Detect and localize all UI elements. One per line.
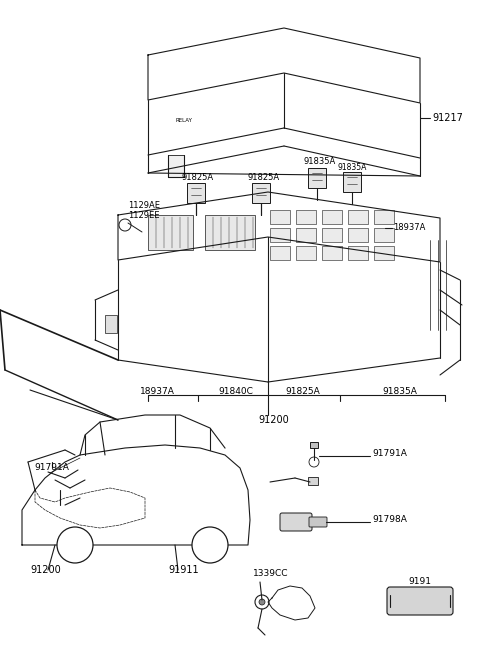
Text: 18937A: 18937A [393,223,425,233]
Circle shape [255,595,269,609]
Text: RELAY: RELAY [175,118,192,122]
Text: 91798A: 91798A [372,516,407,524]
Text: 1129AE: 1129AE [128,200,160,210]
Circle shape [192,527,228,563]
Bar [343,172,361,192]
Text: 9191: 9191 [408,578,431,587]
Bar [252,183,270,203]
Bar [148,215,193,250]
Bar [308,477,318,485]
Bar [270,210,290,224]
Circle shape [68,538,82,552]
Bar [296,246,316,260]
Circle shape [309,457,319,467]
Bar [168,155,184,177]
Text: 91835A: 91835A [338,162,367,171]
Bar [310,442,318,448]
Bar [348,228,368,242]
Bar [374,228,394,242]
Bar [270,246,290,260]
Text: 18937A: 18937A [140,386,175,396]
Text: 91217: 91217 [432,113,463,123]
Bar [270,228,290,242]
Circle shape [119,219,131,231]
Text: 91840C: 91840C [218,386,253,396]
Text: 91911: 91911 [168,565,199,575]
Text: 91791A: 91791A [372,449,407,457]
Circle shape [203,538,217,552]
Text: 91200: 91200 [30,565,61,575]
FancyBboxPatch shape [387,587,453,615]
Text: 1129EE: 1129EE [128,210,159,219]
Bar [296,210,316,224]
FancyBboxPatch shape [280,513,312,531]
Bar [296,228,316,242]
Bar [105,315,117,333]
Bar [205,215,255,250]
Bar [187,183,205,203]
Text: 91835A: 91835A [303,158,335,166]
Text: 91825A: 91825A [248,173,280,183]
Circle shape [259,599,265,605]
Text: 91825A: 91825A [182,173,214,183]
Text: 91825A: 91825A [285,386,320,396]
FancyBboxPatch shape [309,517,327,527]
Bar [374,246,394,260]
Text: 1339CC: 1339CC [253,568,288,578]
Bar [322,246,342,260]
Text: 91835A: 91835A [382,386,417,396]
Text: 91200: 91200 [258,415,289,425]
Bar [308,168,326,188]
Bar [322,210,342,224]
Bar [348,210,368,224]
Bar [348,246,368,260]
Bar [322,228,342,242]
Bar [374,210,394,224]
Circle shape [57,527,93,563]
Text: 91791A: 91791A [34,463,69,472]
